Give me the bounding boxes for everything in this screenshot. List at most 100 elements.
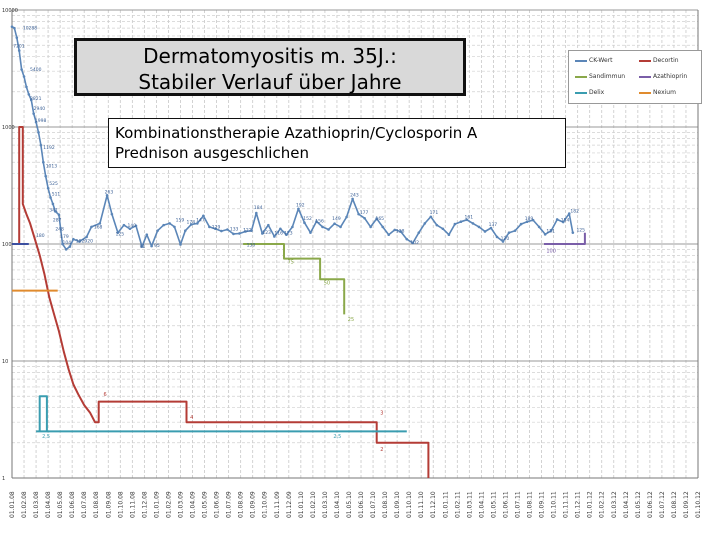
ck-point	[232, 232, 235, 236]
ck-data-label: 140	[128, 223, 137, 229]
ck-point	[549, 229, 553, 232]
series-line-sandimmun	[243, 243, 346, 315]
x-tick-label: 01.06.12	[647, 491, 654, 518]
ck-point	[513, 229, 517, 232]
ck-point	[327, 228, 330, 231]
x-tick-label: 01.01.09	[153, 491, 160, 518]
ck-point	[49, 196, 52, 199]
x-tick-label: 01.01.10	[298, 491, 305, 518]
ck-point	[202, 214, 205, 218]
ck-point	[214, 227, 217, 231]
y-axis-ticks: 10000 1000 100 10 1	[2, 8, 18, 482]
ck-point	[261, 232, 264, 235]
ck-point	[13, 26, 16, 30]
ck-data-label: 159	[176, 218, 185, 224]
ck-point	[116, 231, 120, 234]
x-tick-label: 01.09.12	[683, 491, 690, 518]
x-tick-label: 01.04.09	[190, 491, 197, 518]
chart-subtitle-line2: Prednison ausgeschlichen	[115, 144, 309, 162]
ck-data-label: 128	[396, 229, 405, 235]
ck-point	[179, 243, 182, 246]
x-tick-label: 01.12.09	[286, 491, 293, 518]
x-tick-label: 01.01.11	[442, 491, 449, 518]
ck-point	[10, 25, 14, 28]
x-tick-label: 01.12.08	[141, 491, 148, 518]
ck-point	[238, 232, 241, 235]
legend-item: CK-Wert	[575, 57, 613, 64]
x-tick-label: 01.08.09	[238, 491, 245, 518]
ck-data-label: 123	[262, 230, 271, 236]
series-data-label: 2	[380, 447, 383, 453]
ck-point	[110, 212, 114, 216]
chart-subtitle-box: Kombinationstherapie Azathioprin/Cyclosp…	[108, 118, 566, 168]
ck-point	[285, 233, 288, 237]
ck-data-label: 168	[94, 224, 103, 230]
chart-legend: CK-Wert Decortin Sandimmun Azathioprin Delix…	[568, 50, 702, 104]
y-tick-label: 1	[2, 476, 5, 482]
legend-item: Sandimmun	[575, 73, 625, 80]
x-tick-label: 01.06.10	[358, 491, 365, 518]
ck-data-label: 180	[36, 233, 45, 239]
series-line-delix-peak	[38, 395, 48, 432]
x-tick-label: 01.04.08	[45, 491, 52, 518]
ck-point	[54, 210, 57, 213]
x-tick-label: 01.11.09	[274, 491, 281, 518]
ck-data-label: 7201	[13, 43, 25, 49]
ck-point	[208, 225, 211, 229]
ck-data-label: 125	[116, 232, 125, 238]
ck-point	[72, 237, 75, 241]
ck-data-label: 1013	[46, 164, 58, 170]
ck-point	[57, 213, 61, 217]
ck-point	[459, 220, 463, 224]
y-tick-label: 1000	[2, 125, 15, 131]
x-tick-label: 01.02.12	[599, 491, 606, 518]
ck-point	[85, 235, 88, 239]
ck-data-label: 179	[60, 234, 69, 240]
ck-data-label: 133	[230, 227, 239, 233]
ck-data-label: 120	[501, 236, 510, 242]
ck-data-label: 184	[254, 205, 263, 211]
ck-point	[90, 225, 93, 229]
ck-point	[525, 220, 529, 224]
ck-point	[543, 233, 547, 236]
ck-data-label: 152	[303, 216, 312, 222]
legend-label: CK-Wert	[589, 57, 613, 64]
x-tick-label: 01.02.11	[454, 491, 461, 518]
ck-data-label: 189	[525, 216, 534, 222]
x-tick-label: 01.05.09	[202, 491, 209, 518]
ck-point	[190, 223, 193, 226]
ck-point	[507, 231, 511, 234]
ck-data-label: 171	[430, 210, 439, 216]
ck-data-label: 1998	[35, 118, 47, 124]
ck-point	[429, 215, 433, 219]
ck-data-label: 123	[284, 231, 293, 237]
ck-data-label: 154	[561, 217, 570, 223]
x-tick-label: 01.10.08	[117, 491, 124, 518]
ck-point	[465, 218, 469, 222]
ck-point	[321, 225, 324, 229]
ck-point	[567, 212, 571, 215]
ck-data-label: 243	[350, 192, 359, 198]
ck-point	[393, 228, 397, 232]
ck-point	[20, 68, 23, 71]
ck-point	[453, 222, 457, 226]
ck-point	[561, 220, 565, 224]
ck-data-label: 156	[315, 219, 324, 225]
ck-data-label: 165	[375, 216, 384, 222]
ck-point	[145, 233, 149, 237]
ck-point	[375, 217, 378, 220]
ck-point	[351, 197, 354, 201]
x-tick-label: 01.10.12	[695, 491, 702, 518]
ck-point	[37, 131, 40, 134]
ck-point	[34, 120, 38, 124]
x-tick-label: 01.03.10	[322, 491, 329, 518]
x-tick-label: 01.04.11	[478, 491, 485, 518]
x-tick-label: 01.07.08	[81, 491, 88, 518]
legend-swatch	[575, 59, 587, 62]
ck-point	[15, 36, 19, 39]
ck-point	[25, 85, 28, 89]
series-data-label: 4	[190, 415, 193, 421]
legend-swatch	[575, 75, 587, 78]
ck-point	[173, 225, 176, 229]
ck-point	[29, 98, 33, 102]
